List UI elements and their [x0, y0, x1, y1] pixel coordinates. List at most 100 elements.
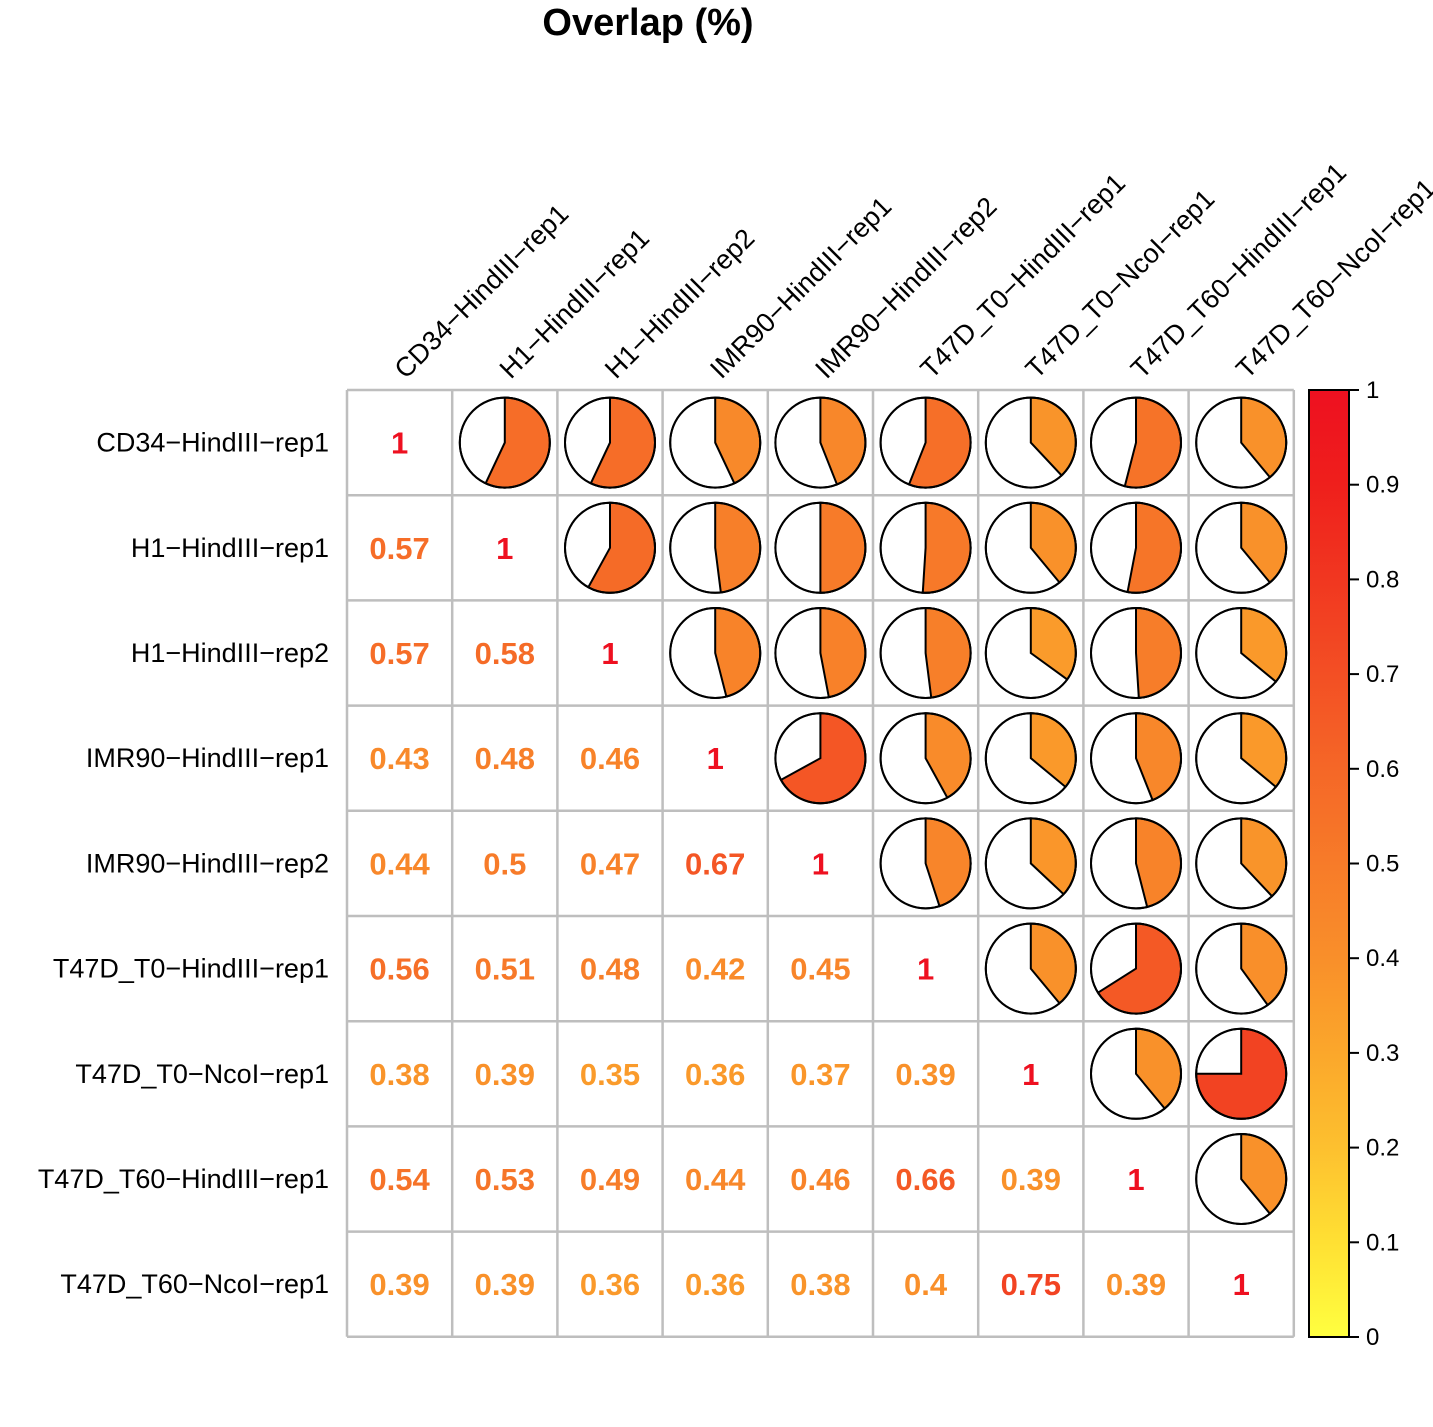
colorbar-tick-label: 0.8 [1366, 566, 1399, 593]
cell-value: 0.38 [790, 1267, 850, 1302]
row-label: IMR90−HindIII−rep1 [86, 743, 329, 773]
colorbar: 0 0.1 0.2 0.3 0.4 0.5 0.6 0.7 0.8 0.9 1 [1308, 377, 1399, 1351]
colorbar-tick-label: 0.2 [1366, 1135, 1399, 1162]
cell-value: 0.35 [580, 1057, 640, 1092]
pie-outline [1195, 922, 1288, 1015]
pie-outline [458, 396, 551, 489]
cell-value: 1 [601, 636, 618, 671]
pie-outline [1195, 817, 1288, 910]
cell-value: 1 [391, 426, 408, 461]
cell-value: 0.45 [790, 952, 850, 987]
cell-value: 0.44 [369, 846, 430, 881]
row-label: IMR90−HindIII−rep2 [86, 848, 329, 878]
cell-value: 0.66 [895, 1162, 955, 1197]
cell-value: 0.4 [904, 1267, 948, 1302]
row-labels: CD34−HindIII−rep1 H1−HindIII−rep1 H1−HindI… [38, 428, 329, 1300]
column-label: IMR90−HindIII−rep2 [809, 191, 1002, 384]
pie-outline [774, 501, 867, 594]
cell-value: 0.42 [685, 952, 745, 987]
pie-outline [1090, 922, 1182, 1015]
cell-value: 1 [707, 741, 724, 776]
pie-outline [1195, 396, 1288, 489]
cell-value: 0.36 [580, 1267, 640, 1302]
pie-outline [984, 817, 1077, 910]
cell-value: 0.67 [685, 846, 745, 881]
pie-outline [1090, 817, 1182, 910]
row-label: T47D_T0−HindIII−rep1 [53, 954, 329, 984]
colorbar-tick-label: 0.5 [1366, 851, 1399, 878]
column-label: T47D_T60−HindIII−rep1 [1125, 157, 1352, 384]
pie-outline [984, 501, 1077, 594]
cell-value: 0.44 [685, 1162, 746, 1197]
pie-outline [1195, 1027, 1288, 1120]
cell-value: 0.47 [580, 846, 640, 881]
pie-slice [714, 606, 762, 698]
cell-value: 0.58 [475, 636, 535, 671]
pie-outline [1090, 712, 1182, 805]
pie-slice [714, 501, 762, 594]
cell-value: 1 [1022, 1057, 1039, 1092]
cell-value: 0.48 [475, 741, 535, 776]
cell-value: 1 [812, 846, 829, 881]
pie-outline [669, 607, 762, 699]
cell-value: 1 [1127, 1162, 1144, 1197]
chart-title: Overlap (%) [542, 2, 753, 44]
column-label: T47D_T0−NcoI−rep1 [1020, 184, 1221, 385]
cell-value: 0.39 [1001, 1162, 1061, 1197]
pie-outline [879, 712, 972, 805]
cell-value: 0.43 [369, 741, 429, 776]
colorbar-tick-label: 0.7 [1366, 661, 1399, 688]
matrix-grid [345, 388, 1296, 1339]
pie-outline [774, 396, 867, 489]
cell-value: 0.49 [580, 1162, 640, 1197]
pie-outline [774, 712, 867, 805]
colorbar-tick-label: 0.3 [1366, 1040, 1399, 1067]
cell-value: 0.39 [1106, 1267, 1166, 1302]
pie-slice [819, 606, 867, 699]
pie-slice [924, 606, 972, 699]
row-label: T47D_T60−NcoI−rep1 [60, 1269, 329, 1299]
cell-value: 0.36 [685, 1057, 745, 1092]
cell-value: 0.54 [369, 1162, 430, 1197]
pie-outline [984, 922, 1077, 1015]
cell-value: 1 [496, 531, 513, 566]
colorbar-tick-label: 0.4 [1366, 945, 1399, 972]
pie-outline [1195, 501, 1288, 594]
column-labels: CD34−HindIII−rep1H1−HindIII−rep1H1−HindI… [389, 157, 1433, 384]
cell-value: 0.48 [580, 952, 640, 987]
pie-outline [669, 501, 762, 594]
row-label: CD34−HindIII−rep1 [96, 428, 329, 458]
row-label: T47D_T60−HindIII−rep1 [38, 1164, 329, 1194]
pie-outline [564, 501, 656, 594]
cell-value: 0.36 [685, 1267, 745, 1302]
pie-outline [1090, 607, 1182, 699]
cell-value: 0.39 [369, 1267, 429, 1302]
row-label: H1−HindIII−rep1 [131, 533, 329, 563]
pie-slice [1135, 606, 1182, 699]
pie-outline [1195, 712, 1288, 805]
colorbar-tick-label: 0 [1366, 1324, 1379, 1351]
pie-slice [819, 501, 867, 594]
pie-outline [984, 712, 1077, 805]
pie-outline [1195, 607, 1288, 699]
cell-value: 0.53 [475, 1162, 535, 1197]
cell-value: 0.57 [369, 531, 429, 566]
cell-value: 1 [917, 952, 934, 987]
pie-outline [1090, 501, 1182, 594]
column-label: IMR90−HindIII−rep1 [704, 191, 897, 384]
cell-value: 0.5 [483, 846, 526, 881]
pie-outline [1090, 1027, 1182, 1120]
colorbar-tick-label: 0.9 [1366, 472, 1399, 499]
cell-value: 0.56 [369, 952, 429, 987]
pie-outline [774, 607, 867, 699]
pie-outline [564, 396, 656, 489]
cell-value: 0.39 [895, 1057, 955, 1092]
colorbar-tick-label: 1 [1366, 377, 1379, 404]
column-label: T47D_T0−HindIII−rep1 [915, 168, 1131, 384]
cell-value: 0.46 [790, 1162, 850, 1197]
pie-outline [879, 607, 972, 699]
pie-outline [879, 501, 972, 594]
pie-outline [1090, 396, 1182, 489]
pie-outline [984, 607, 1077, 699]
cell-value: 0.57 [369, 636, 429, 671]
